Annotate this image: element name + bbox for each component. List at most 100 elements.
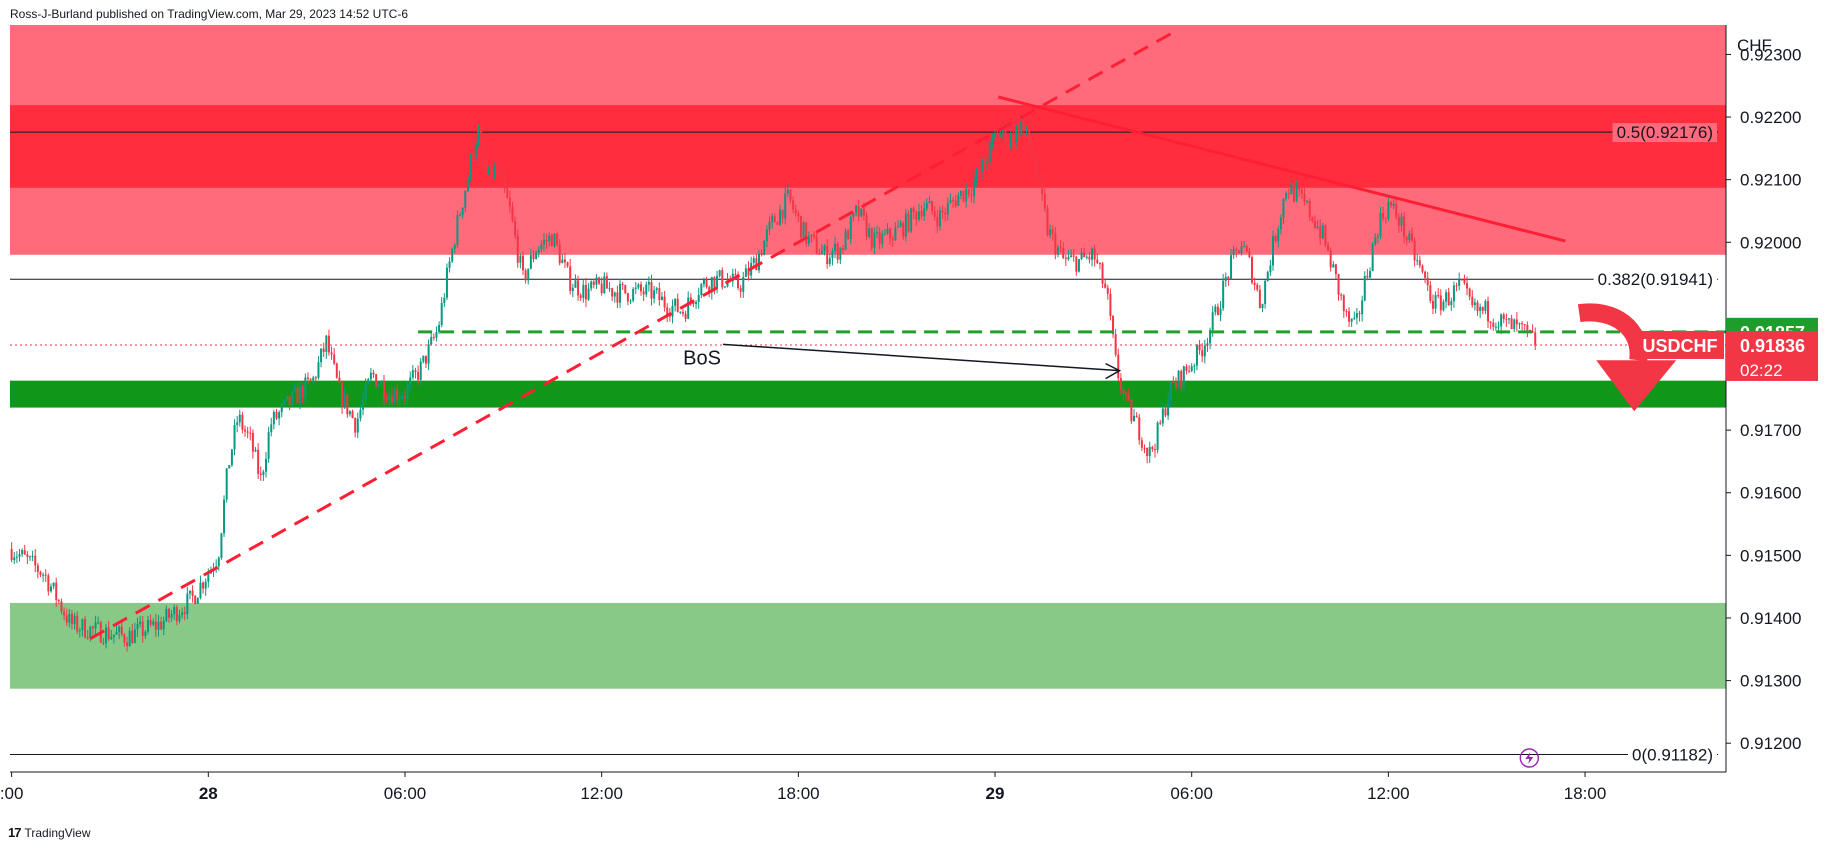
candle-body — [1510, 318, 1513, 330]
candle-body — [1434, 295, 1437, 309]
candle-body — [346, 394, 349, 415]
candle-body — [1329, 250, 1332, 268]
candle-body — [1466, 283, 1469, 289]
candle-body — [417, 371, 420, 380]
candle-body — [81, 619, 84, 631]
candle-body — [451, 248, 454, 262]
candle-body — [272, 411, 275, 425]
candle-body — [1452, 285, 1455, 302]
candle-body — [815, 236, 818, 254]
candle-body — [692, 301, 695, 305]
candle-body — [624, 284, 627, 294]
candle-body — [1500, 314, 1503, 327]
candle-body — [752, 258, 755, 263]
candle-body — [1135, 415, 1138, 418]
candle-body — [186, 593, 189, 614]
candle-body — [663, 296, 666, 308]
candle-body — [1151, 447, 1154, 450]
candle-body — [823, 245, 826, 251]
candle-body — [105, 627, 108, 644]
tradingview-brand: TradingView — [24, 825, 91, 840]
candle-body — [1447, 292, 1450, 306]
candle-body — [841, 247, 844, 250]
candle-body — [1258, 289, 1261, 308]
candle-body — [1366, 275, 1369, 278]
candle-body — [642, 291, 645, 295]
candle-body — [1014, 125, 1017, 143]
candle-body — [406, 384, 409, 398]
candle-body — [362, 399, 365, 410]
candle-body — [259, 473, 262, 475]
candle-body — [511, 206, 514, 221]
candle-body — [1201, 350, 1204, 357]
candle-body — [1374, 237, 1377, 245]
candle-body — [1303, 193, 1306, 202]
candle-body — [676, 298, 679, 312]
candle-body — [1455, 285, 1458, 287]
candle-body — [1327, 245, 1330, 251]
candle-body — [65, 615, 68, 623]
candle-body — [857, 205, 860, 217]
candle-body — [372, 372, 375, 375]
candle-body — [613, 292, 616, 297]
candle-body — [367, 379, 370, 384]
candle-body — [1410, 233, 1413, 241]
candle-body — [1025, 129, 1028, 131]
candle-body — [563, 259, 566, 263]
candle-body — [173, 607, 176, 615]
candle-body — [91, 626, 94, 629]
candle-body — [238, 414, 241, 423]
candle-body — [959, 190, 962, 196]
candle-body — [605, 276, 608, 289]
candle-body — [144, 631, 147, 637]
candle-body — [490, 166, 493, 179]
candle-body — [285, 395, 288, 400]
candle-body — [679, 311, 682, 313]
candle-body — [891, 238, 894, 241]
candle-body — [251, 432, 254, 452]
candle-body — [1009, 134, 1012, 148]
candle-body — [1206, 343, 1209, 346]
candle-body — [650, 281, 653, 299]
candle-body — [1308, 201, 1311, 217]
candle-body — [1035, 163, 1038, 177]
candle-body — [1471, 296, 1474, 306]
candle-body — [76, 615, 79, 632]
candle-body — [341, 382, 344, 407]
candle-body — [1043, 193, 1046, 209]
candle-body — [1224, 276, 1227, 281]
candle-body — [978, 169, 981, 172]
candle-body — [1041, 177, 1044, 194]
candle-body — [464, 191, 467, 208]
candle-body — [818, 253, 821, 255]
candle-body — [540, 244, 543, 250]
candle-body — [278, 412, 281, 419]
candle-body — [304, 377, 307, 399]
candle-body — [666, 307, 669, 316]
candle-body — [933, 211, 936, 217]
candle-body — [330, 352, 333, 355]
bos-arrowhead — [1105, 362, 1122, 380]
candle-body — [765, 229, 768, 241]
candle-body — [309, 378, 312, 381]
candle-body — [1513, 319, 1516, 330]
candle-body — [603, 276, 606, 294]
candle-body — [1195, 344, 1198, 366]
candle-body — [760, 253, 763, 256]
candle-body — [1138, 417, 1141, 441]
candle-body — [1251, 257, 1254, 283]
candle-body — [354, 418, 357, 433]
candle-body — [225, 468, 228, 500]
candle-body — [708, 287, 711, 293]
candle-body — [493, 165, 496, 179]
candle-body — [1169, 381, 1172, 401]
candle-body — [207, 573, 210, 582]
candle-body — [771, 216, 774, 222]
candle-body — [191, 590, 194, 596]
candle-body — [579, 295, 582, 298]
candle-body — [1056, 247, 1059, 255]
candle-body — [409, 377, 412, 385]
bos-label: BoS — [683, 347, 721, 369]
candle-body — [988, 141, 991, 163]
